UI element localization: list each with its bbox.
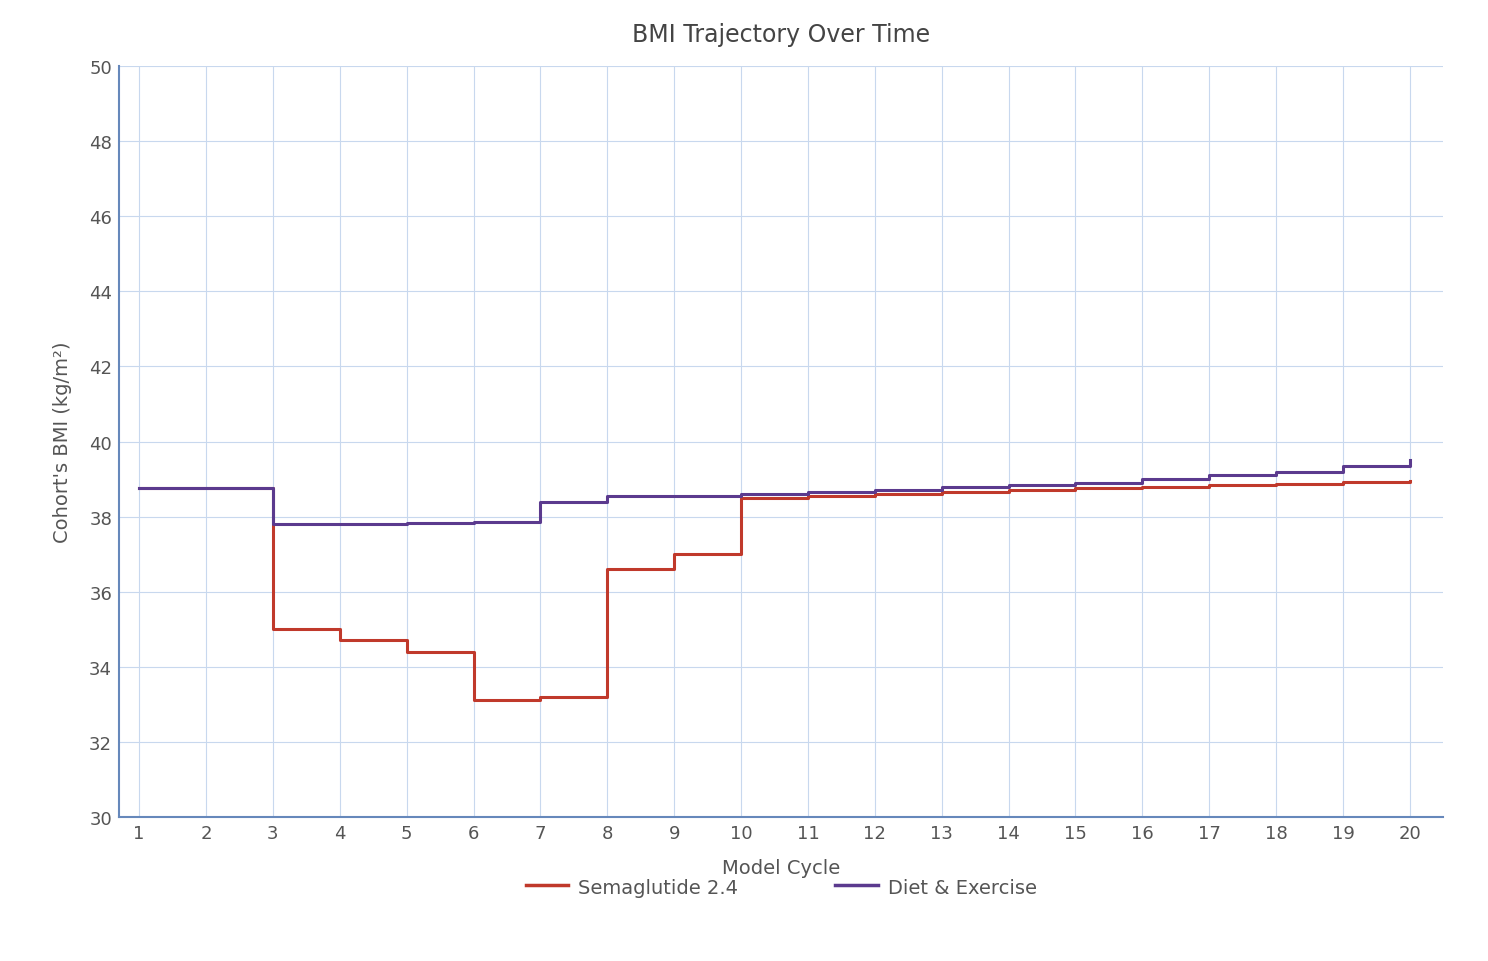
Semaglutide 2.4 xyxy=(1134,481,1152,493)
Diet & Exercise xyxy=(1134,474,1152,485)
Semaglutide 2.4 xyxy=(1268,479,1286,490)
Diet & Exercise xyxy=(598,491,616,503)
Semaglutide 2.4 xyxy=(464,695,482,706)
Diet & Exercise xyxy=(799,487,817,499)
Semaglutide 2.4 xyxy=(1201,480,1219,491)
Semaglutide 2.4 xyxy=(1000,485,1018,497)
Diet & Exercise xyxy=(1000,480,1018,491)
Semaglutide 2.4 xyxy=(1335,477,1353,488)
Diet & Exercise xyxy=(1067,478,1085,489)
Diet & Exercise xyxy=(531,496,549,507)
Diet & Exercise xyxy=(263,519,281,530)
Semaglutide 2.4 xyxy=(665,549,683,560)
Diet & Exercise xyxy=(1335,460,1353,472)
Semaglutide 2.4 xyxy=(1402,476,1420,487)
Semaglutide 2.4 xyxy=(196,483,214,495)
Semaglutide 2.4 xyxy=(397,646,415,657)
Semaglutide 2.4 xyxy=(799,491,817,503)
Diet & Exercise xyxy=(866,485,884,497)
Y-axis label: Cohort's BMI (kg/m²): Cohort's BMI (kg/m²) xyxy=(54,341,73,543)
Semaglutide 2.4 xyxy=(866,489,884,501)
Diet & Exercise xyxy=(1268,466,1286,478)
X-axis label: Model Cycle: Model Cycle xyxy=(722,858,841,877)
Diet & Exercise xyxy=(464,517,482,529)
Diet & Exercise xyxy=(732,489,750,501)
Semaglutide 2.4 xyxy=(330,635,348,647)
Semaglutide 2.4 xyxy=(598,564,616,576)
Diet & Exercise xyxy=(330,519,348,530)
Diet & Exercise xyxy=(1201,470,1219,481)
Semaglutide 2.4 xyxy=(531,691,549,702)
Semaglutide 2.4 xyxy=(933,487,951,499)
Legend: Semaglutide 2.4, Diet & Exercise: Semaglutide 2.4, Diet & Exercise xyxy=(518,870,1045,904)
Semaglutide 2.4 xyxy=(129,483,147,495)
Line: Semaglutide 2.4: Semaglutide 2.4 xyxy=(138,481,1411,701)
Title: BMI Trajectory Over Time: BMI Trajectory Over Time xyxy=(632,23,930,47)
Diet & Exercise xyxy=(665,491,683,503)
Diet & Exercise xyxy=(196,483,214,495)
Line: Diet & Exercise: Diet & Exercise xyxy=(138,461,1411,525)
Diet & Exercise xyxy=(933,481,951,493)
Semaglutide 2.4 xyxy=(732,493,750,505)
Semaglutide 2.4 xyxy=(1067,483,1085,495)
Diet & Exercise xyxy=(129,483,147,495)
Diet & Exercise xyxy=(1402,456,1420,467)
Diet & Exercise xyxy=(397,518,415,530)
Semaglutide 2.4 xyxy=(263,624,281,635)
